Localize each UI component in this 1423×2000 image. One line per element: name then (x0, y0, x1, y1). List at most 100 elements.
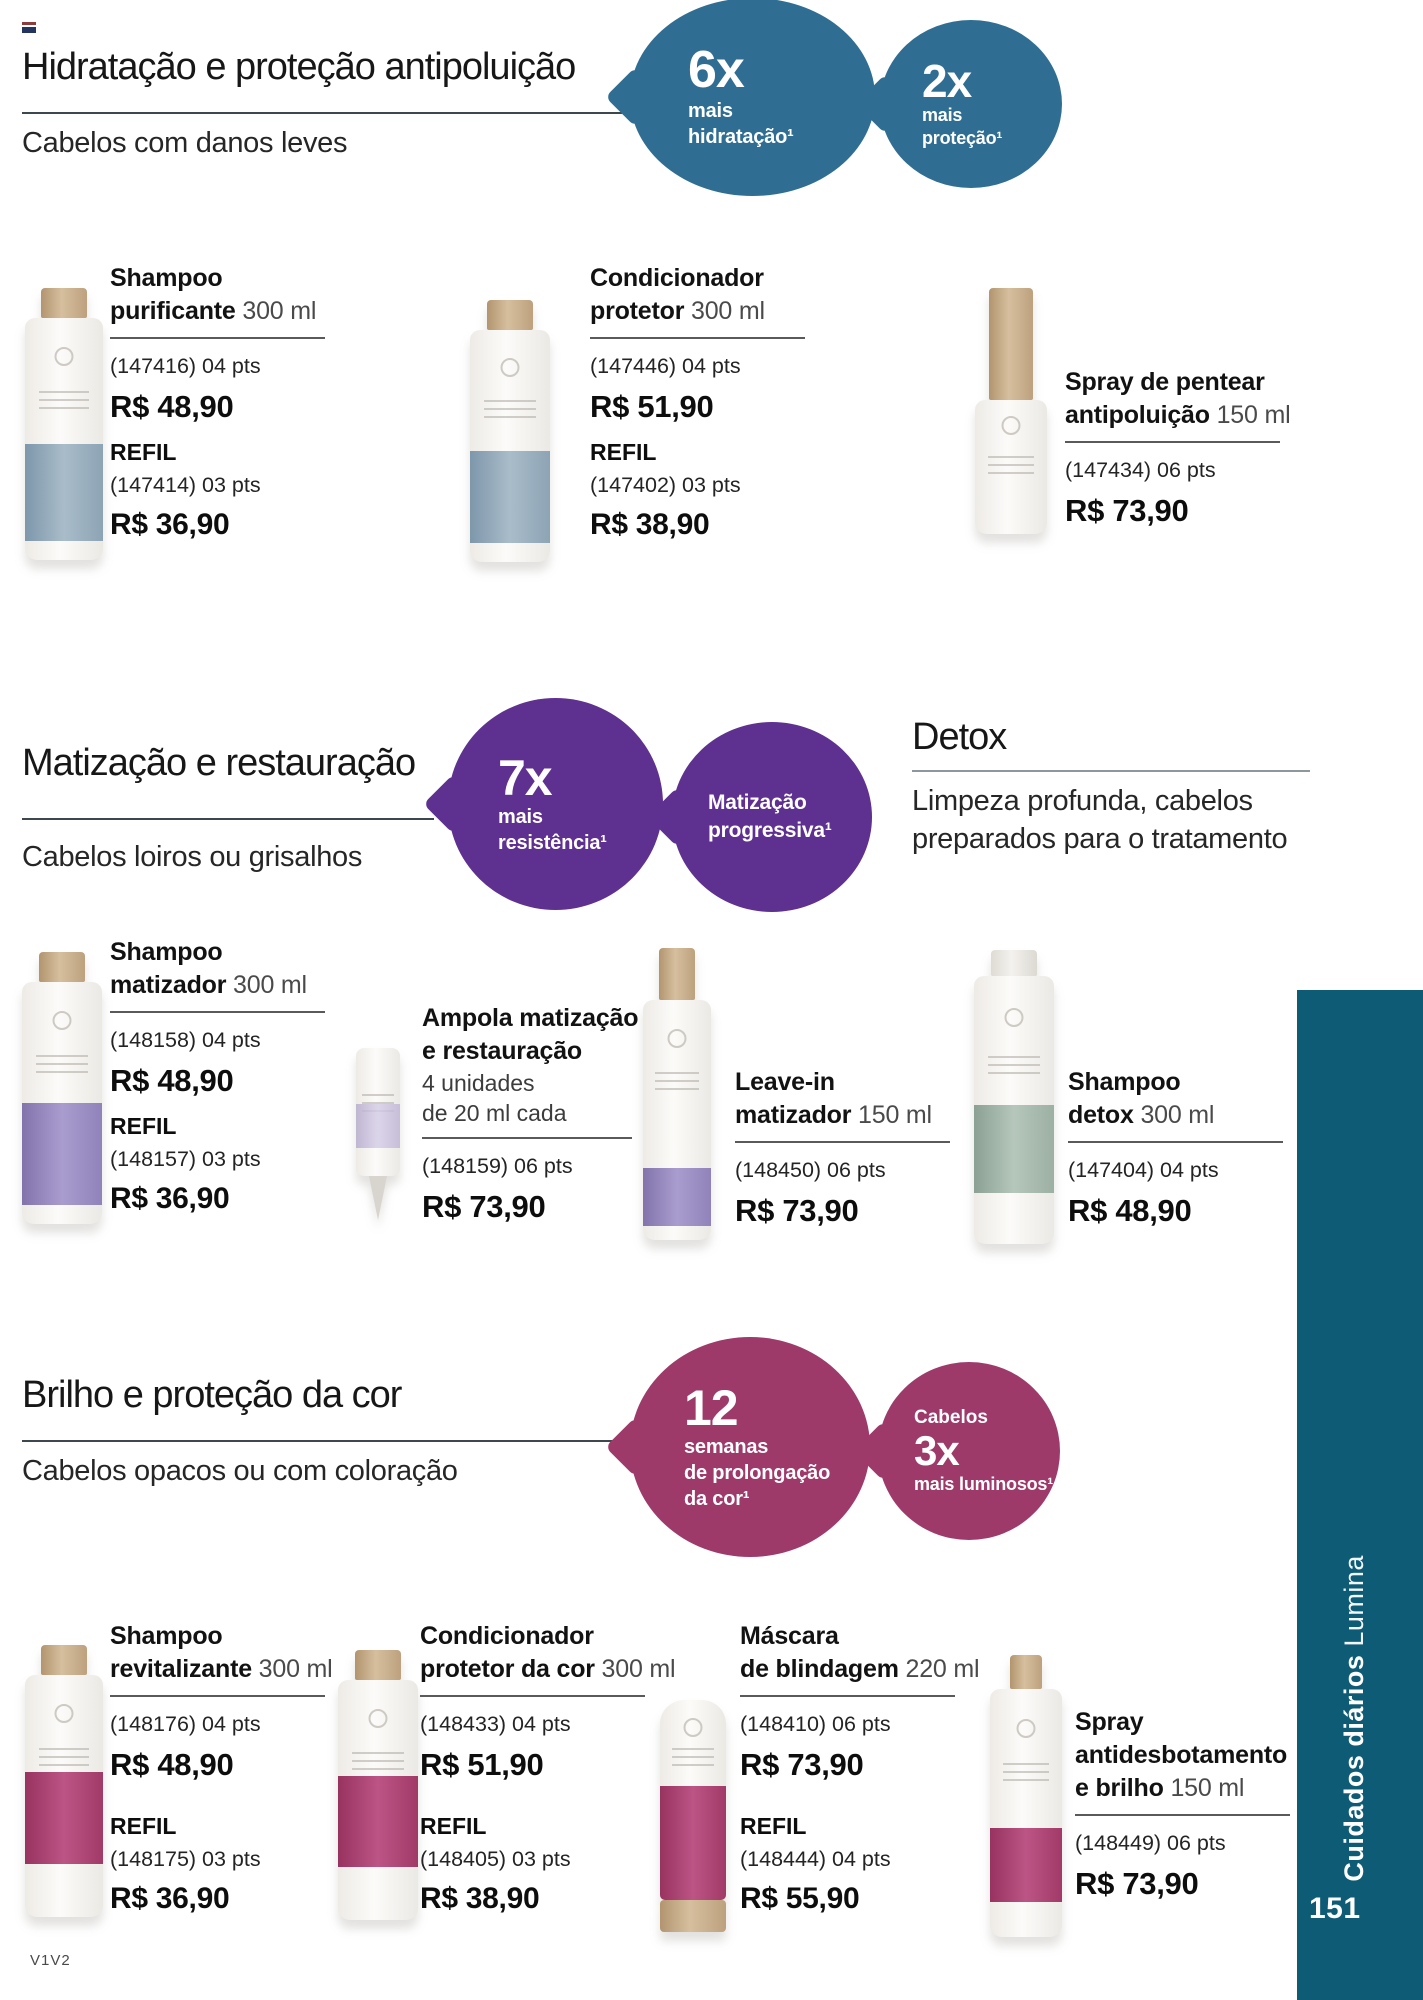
divider (420, 1695, 645, 1697)
product-name: protetor (590, 297, 685, 325)
product-card-ampola: Ampola matização e restauração 4 unidade… (422, 1002, 684, 1231)
divider (1068, 1141, 1283, 1143)
badge-label: de prolongação (684, 1461, 831, 1484)
badge-value: 3x (914, 1427, 960, 1475)
product-code: (148433) 04 pts (420, 1712, 571, 1736)
product-name: Shampoo (110, 1622, 223, 1650)
product-name: Condicionador (420, 1622, 594, 1650)
product-price: R$ 73,90 (1065, 493, 1189, 528)
product-name: matizador (110, 971, 227, 999)
product-photo-shampoo-detox (974, 950, 1054, 1244)
refill-price: R$ 36,90 (110, 1182, 230, 1215)
sidebar-category-label: Cuidados diários Lumina (1339, 1555, 1369, 1882)
product-name: Ampola matização (422, 1004, 639, 1032)
section-title-hidratacao: Hidratação e proteção antipoluição (22, 46, 576, 88)
product-card-leave-in-matizador: Leave-in matizador 150 ml (148450) 06 pt… (735, 1066, 997, 1235)
refill-code: (148444) 04 pts (740, 1847, 891, 1871)
product-code: (148176) 04 pts (110, 1712, 261, 1736)
product-name: protetor da cor (420, 1655, 595, 1683)
section-title-detox: Detox (912, 716, 1007, 758)
product-price: R$ 73,90 (740, 1747, 864, 1782)
refill-price: R$ 38,90 (420, 1882, 540, 1915)
product-code: (148159) 06 pts (422, 1154, 573, 1178)
version-label: V1V2 (30, 1952, 71, 1969)
product-photo-condicionador-protetor-da-cor (338, 1650, 418, 1920)
badge-label: da cor¹ (684, 1487, 750, 1510)
badge-label: progressiva¹ (708, 819, 832, 842)
product-card-spray-antidesbotamento: Spray antidesbotamento e brilho 150 ml (… (1075, 1706, 1337, 1908)
product-name: Leave-in (735, 1068, 835, 1096)
product-size: 300 ml (242, 297, 317, 325)
section-title-matizacao: Matização e restauração (22, 742, 416, 784)
badge-label: proteção¹ (922, 128, 1003, 149)
refill-label: REFIL (740, 1813, 807, 1839)
badge-label: Matização (708, 791, 807, 814)
section-rule (22, 818, 434, 820)
product-photo-ampola (356, 1048, 400, 1232)
product-card-spray-antipoluicao: Spray de pentear antipoluição 150 ml (14… (1065, 366, 1327, 535)
refill-code: (148405) 03 pts (420, 1847, 571, 1871)
refill-code: (148175) 03 pts (110, 1847, 261, 1871)
product-code: (148158) 04 pts (110, 1028, 261, 1052)
product-name: detox (1068, 1101, 1134, 1129)
badge-12-semanas-prolongacao: 12 semanas de prolongação da cor¹ (630, 1337, 870, 1557)
divider (735, 1141, 950, 1143)
refill-code: (148157) 03 pts (110, 1147, 261, 1171)
section-title-brilho: Brilho e proteção da cor (22, 1374, 402, 1416)
section-rule (22, 1440, 614, 1442)
product-size: 150 ml (1170, 1774, 1245, 1802)
badge-value: 6x (688, 41, 745, 100)
product-price: R$ 73,90 (1075, 1866, 1199, 1901)
product-size: 220 ml (905, 1655, 980, 1683)
section-rule (912, 770, 1310, 772)
product-name: Máscara (740, 1622, 839, 1650)
product-price: R$ 48,90 (110, 389, 234, 424)
product-name: Shampoo (1068, 1068, 1181, 1096)
page-corner-mark-icon (22, 22, 36, 33)
badge-value: 2x (922, 54, 972, 107)
product-photo-spray-antipoluicao (975, 288, 1047, 534)
product-size: 300 ml (1140, 1101, 1215, 1129)
badge-2x-mais-protecao: 2x mais proteção¹ (880, 20, 1062, 188)
badge-label: Cabelos (914, 1407, 988, 1429)
product-size: 150 ml (858, 1101, 932, 1129)
product-name: matizador (735, 1101, 852, 1129)
badge-label: hidratação¹ (688, 125, 794, 148)
product-card-condicionador-protetor-da-cor: Condicionador protetor da cor 300 ml (14… (420, 1620, 682, 1922)
divider (110, 1695, 325, 1697)
section-subtitle: Cabelos opacos ou com coloração (22, 1455, 458, 1487)
product-price: R$ 48,90 (110, 1747, 234, 1782)
product-photo-spray-antidesbotamento (990, 1655, 1062, 1937)
badge-label: mais (922, 105, 963, 126)
product-card-shampoo-purificante: Shampoo purificante 300 ml (147416) 04 p… (110, 262, 372, 548)
badge-7x-mais-resistencia: 7x mais resistência¹ (448, 698, 663, 910)
refill-price: R$ 36,90 (110, 1882, 230, 1915)
product-code: (148449) 06 pts (1075, 1831, 1226, 1855)
badge-value: 7x (498, 749, 553, 806)
section-rule (22, 112, 622, 114)
product-code: (147446) 04 pts (590, 354, 741, 378)
product-photo-shampoo-purificante (25, 288, 103, 560)
product-code: (147416) 04 pts (110, 354, 261, 378)
product-code: (148410) 06 pts (740, 1712, 891, 1736)
product-size: 300 ml (601, 1655, 676, 1683)
badge-matizacao-progressiva: Matização progressiva¹ (672, 722, 872, 912)
product-price: R$ 48,90 (1068, 1193, 1192, 1228)
product-name: e restauração (422, 1037, 582, 1065)
section-subtitle: Cabelos loiros ou grisalhos (22, 841, 363, 873)
product-card-condicionador-protetor: Condicionador protetor 300 ml (147446) 0… (590, 262, 852, 548)
product-name: Shampoo (110, 264, 223, 292)
product-price: R$ 51,90 (420, 1747, 544, 1782)
badge-label: resistência¹ (498, 831, 607, 854)
page-number: 151 (1309, 1892, 1361, 1925)
product-code: (147434) 06 pts (1065, 458, 1216, 482)
divider (1065, 441, 1280, 443)
product-photo-mascara-blindagem (660, 1700, 726, 1932)
product-price: R$ 48,90 (110, 1063, 234, 1098)
product-photo-leave-in-matizador (640, 948, 714, 1240)
badge-value: 12 (684, 1379, 739, 1436)
product-price: R$ 51,90 (590, 389, 714, 424)
section-subtitle: Limpeza profunda, cabelos preparados para… (912, 785, 1288, 855)
refill-label: REFIL (110, 1113, 177, 1139)
